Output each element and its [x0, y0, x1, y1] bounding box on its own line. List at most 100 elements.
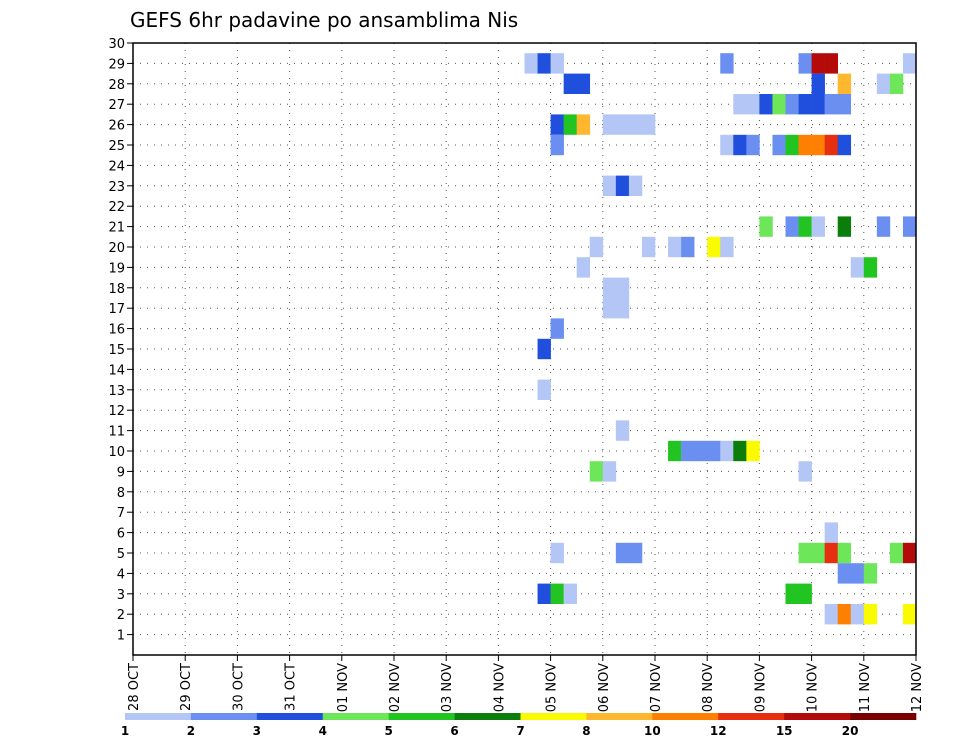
- precip-cell: [798, 216, 812, 237]
- precip-cell: [759, 216, 773, 237]
- y-tick-label: 29: [108, 57, 125, 72]
- y-tick-label: 14: [108, 363, 125, 378]
- x-tick-label: 06 NOV: [597, 663, 612, 712]
- x-tick-label: 28 OCT: [127, 663, 142, 711]
- colorbar-label: 6: [450, 724, 458, 738]
- precip-cell: [550, 134, 564, 156]
- precip-cell: [837, 563, 852, 584]
- colorbar-swatch: [784, 713, 851, 720]
- y-tick-label: 8: [117, 486, 125, 501]
- colorbar: 1 2 3 4 5 6 7 8 10 12 15 20: [121, 713, 917, 738]
- precip-cell: [811, 73, 825, 94]
- y-tick-label: 13: [108, 384, 125, 399]
- precip-cell: [876, 73, 891, 94]
- precip-cell: [537, 379, 551, 400]
- x-tick-label: 10 NOV: [806, 663, 821, 712]
- precip-cell: [733, 134, 747, 156]
- x-tick-label: 12 NOV: [910, 663, 925, 712]
- y-tick-label: 26: [108, 119, 125, 134]
- y-tick-label: 5: [117, 547, 125, 562]
- precip-cell: [537, 53, 551, 74]
- colorbar-label: 15: [776, 724, 793, 738]
- colorbar-label: 12: [710, 724, 727, 738]
- precip-cell: [902, 542, 917, 564]
- precip-cell: [824, 522, 838, 543]
- colorbar-label: 2: [187, 724, 195, 738]
- y-tick-label: 20: [108, 241, 125, 256]
- precip-cell: [550, 583, 564, 604]
- precip-cell: [772, 134, 786, 156]
- precip-cell: [902, 53, 917, 74]
- precip-cell: [837, 134, 852, 156]
- precip-cell: [811, 216, 825, 237]
- precip-cell: [707, 236, 721, 258]
- y-tick-label: 10: [108, 445, 125, 460]
- colorbar-swatch: [850, 713, 917, 720]
- precip-cell: [772, 94, 786, 115]
- colorbar-label: 5: [384, 724, 392, 738]
- x-tick-label: 07 NOV: [649, 663, 664, 712]
- y-tick-label: 6: [117, 527, 125, 542]
- y-tick-label: 25: [108, 139, 125, 154]
- x-tick-label: 09 NOV: [753, 663, 768, 712]
- colorbar-swatch: [388, 713, 455, 720]
- precip-cell: [811, 134, 825, 156]
- precip-cell: [902, 216, 917, 237]
- y-tick-label: 11: [108, 425, 125, 440]
- precip-cell: [681, 236, 695, 258]
- y-tick-label: 7: [117, 506, 125, 521]
- precip-cell: [863, 257, 878, 278]
- colorbar-label: 3: [253, 724, 261, 738]
- x-tick-label: 08 NOV: [701, 663, 716, 712]
- precip-cell: [824, 53, 838, 74]
- precip-cell: [798, 542, 812, 564]
- colorbar-label: 8: [582, 724, 590, 738]
- y-tick-label: 2: [117, 608, 125, 623]
- x-tick-label: 03 NOV: [440, 663, 455, 712]
- precip-cell: [550, 53, 564, 74]
- colorbar-swatch: [454, 713, 521, 720]
- precip-cell: [746, 134, 760, 156]
- y-tick-label: 28: [108, 78, 125, 93]
- colorbar-swatch: [125, 713, 192, 720]
- precip-cell: [707, 440, 721, 462]
- precip-cell: [785, 216, 799, 237]
- y-tick-label: 30: [108, 37, 125, 52]
- precip-cell: [863, 604, 878, 625]
- precip-cell: [615, 420, 630, 441]
- chart-title: GEFS 6hr padavine po ansamblima Nis: [130, 8, 518, 32]
- precip-cell: [602, 461, 617, 482]
- precip-cell: [811, 53, 825, 74]
- precip-cell: [837, 604, 852, 625]
- precip-cell: [615, 114, 630, 135]
- precip-cell: [641, 236, 656, 258]
- precip-cell: [824, 542, 838, 564]
- precip-cell: [720, 440, 734, 462]
- precip-cell: [798, 94, 812, 115]
- precip-cell: [811, 94, 825, 115]
- precip-cell: [615, 277, 630, 298]
- x-tick-label: 04 NOV: [492, 663, 507, 712]
- precip-cell: [602, 298, 617, 319]
- precip-cell: [550, 318, 564, 339]
- precip-cell: [746, 440, 760, 462]
- precip-cell: [720, 236, 734, 258]
- precip-cell: [850, 604, 865, 625]
- precip-cell: [824, 94, 838, 115]
- precip-cell: [850, 563, 865, 584]
- precip-cell: [785, 583, 799, 604]
- colorbar-swatch: [322, 713, 389, 720]
- precip-cell: [889, 73, 904, 94]
- x-tick-label: 31 OCT: [284, 663, 299, 711]
- precip-cell: [798, 583, 812, 604]
- y-tick-label: 3: [117, 588, 125, 603]
- precip-cell: [837, 542, 852, 564]
- precip-cell: [537, 583, 551, 604]
- y-axis-ticks: 1234567891011121314151617181920212223242…: [108, 37, 133, 644]
- colorbar-swatch: [190, 713, 258, 720]
- precip-cell: [668, 440, 682, 462]
- y-tick-label: 1: [117, 629, 125, 644]
- precip-cell: [759, 94, 773, 115]
- precip-cell: [811, 542, 825, 564]
